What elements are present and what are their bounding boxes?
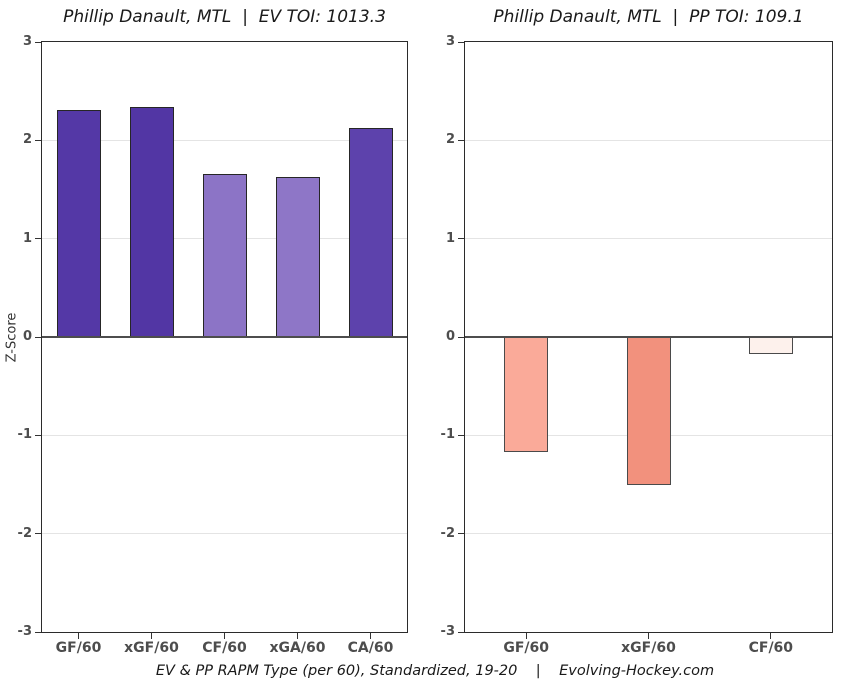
y-tick-mark xyxy=(458,533,464,535)
y-tick-mark xyxy=(35,336,41,338)
gridline xyxy=(42,434,407,436)
y-tick-mark xyxy=(458,238,464,240)
y-tick-label: -2 xyxy=(17,525,32,541)
y-tick-label: 2 xyxy=(445,132,455,148)
chart-title-ev: Phillip Danault, MTL | EV TOI: 1013.3 xyxy=(63,7,386,27)
y-tick-label: 0 xyxy=(22,329,32,344)
x-tick-label: xGF/60 xyxy=(124,640,179,656)
x-tick-label: CF/60 xyxy=(748,640,794,656)
bar-ca60 xyxy=(348,127,393,337)
gridline xyxy=(42,533,407,535)
bar-cf60 xyxy=(202,173,247,337)
gridline xyxy=(465,238,832,240)
plot-area xyxy=(464,41,833,633)
y-tick-mark xyxy=(35,238,41,240)
y-tick-label: -2 xyxy=(440,525,455,541)
x-tick-label: GF/60 xyxy=(503,640,549,656)
y-tick-label: 2 xyxy=(22,132,32,148)
y-tick-label: 1 xyxy=(22,230,32,246)
y-tick-mark xyxy=(458,631,464,633)
y-tick-mark xyxy=(35,533,41,535)
x-tick-mark xyxy=(297,633,298,639)
x-tick-mark xyxy=(525,633,527,639)
y-tick-label: 0 xyxy=(445,329,455,344)
panel-ev: Phillip Danault, MTL | EV TOI: 1013.3 Z-… xyxy=(5,7,408,656)
gridline xyxy=(42,139,407,141)
zero-line xyxy=(42,336,407,338)
bar-xga60 xyxy=(275,176,320,337)
bar-cf60 xyxy=(748,337,793,354)
bar-gf60 xyxy=(56,109,101,337)
y-tick-label: -1 xyxy=(17,427,32,443)
x-tick-label: xGF/60 xyxy=(621,640,676,656)
y-tick-mark xyxy=(458,139,464,141)
y-tick-mark xyxy=(458,41,464,43)
gridline xyxy=(465,139,832,141)
y-tick-label: -3 xyxy=(17,624,32,639)
x-tick-mark xyxy=(370,633,371,639)
y-tick-mark xyxy=(35,631,41,633)
plot-area xyxy=(41,41,408,633)
y-tick-label: 3 xyxy=(445,34,455,49)
y-tick-mark xyxy=(35,41,41,43)
panel-pp: Phillip Danault, MTL | PP TOI: 109.1 3 2 1… xyxy=(430,0,850,700)
x-tick-mark xyxy=(78,633,79,639)
x-tick-label: GF/60 xyxy=(55,640,102,656)
y-tick-mark xyxy=(458,434,464,436)
x-tick-mark xyxy=(151,633,152,639)
zero-line xyxy=(465,336,832,338)
x-tick-label: xGA/60 xyxy=(269,640,326,656)
y-tick-mark xyxy=(458,336,464,338)
figure-caption: EV & PP RAPM Type (per 60), Standardized… xyxy=(155,663,715,679)
y-tick-mark xyxy=(35,434,41,436)
x-tick-label: CF/60 xyxy=(202,640,247,656)
x-tick-label: CA/60 xyxy=(347,640,394,656)
bar-gf60 xyxy=(504,337,549,453)
bar-xgf60 xyxy=(626,337,671,486)
x-tick-mark xyxy=(224,633,225,639)
gridline xyxy=(465,533,832,535)
x-tick-mark xyxy=(770,633,772,639)
y-tick-label: -3 xyxy=(440,624,455,639)
y-tick-label: 1 xyxy=(445,230,455,246)
y-tick-label: 3 xyxy=(22,34,32,49)
bar-xgf60 xyxy=(129,106,174,337)
chart-title-pp: Phillip Danault, MTL | PP TOI: 109.1 xyxy=(493,7,804,27)
x-tick-mark xyxy=(648,633,649,639)
y-tick-label: -1 xyxy=(440,427,455,443)
y-tick-mark xyxy=(35,139,41,141)
